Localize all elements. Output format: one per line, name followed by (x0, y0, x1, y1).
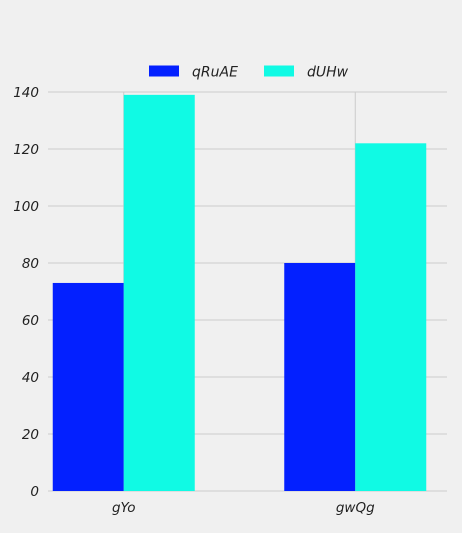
y-tick-label: 80 (22, 256, 39, 272)
legend-label: qRuAE (192, 65, 238, 81)
bars (52, 94, 427, 492)
legend-swatch (149, 65, 179, 77)
y-tick-label: 140 (13, 85, 39, 101)
x-tick-label: gYo (112, 500, 136, 516)
legend-swatch (264, 65, 294, 77)
x-tick-label: gwQg (336, 500, 375, 516)
bar-qRuAE-gwQg (284, 263, 356, 491)
y-tick-label: 60 (22, 313, 39, 329)
y-tick-label: 120 (13, 142, 39, 158)
bar-qRuAE-gYo (52, 282, 124, 491)
bar-dUHw-gYo (123, 94, 195, 491)
legend-label: dUHw (307, 65, 349, 81)
y-axis-ticks: 0 20 40 60 80 100 120 140 (13, 85, 39, 500)
y-tick-label: 20 (22, 427, 39, 443)
y-tick-label: 40 (22, 370, 39, 386)
y-tick-label: 100 (13, 199, 39, 215)
legend: qRuAE dUHw (149, 65, 349, 81)
bar-dUHw-gwQg (355, 143, 427, 492)
y-tick-label: 0 (30, 484, 39, 500)
x-axis-ticks: gYo gwQg (112, 500, 375, 516)
